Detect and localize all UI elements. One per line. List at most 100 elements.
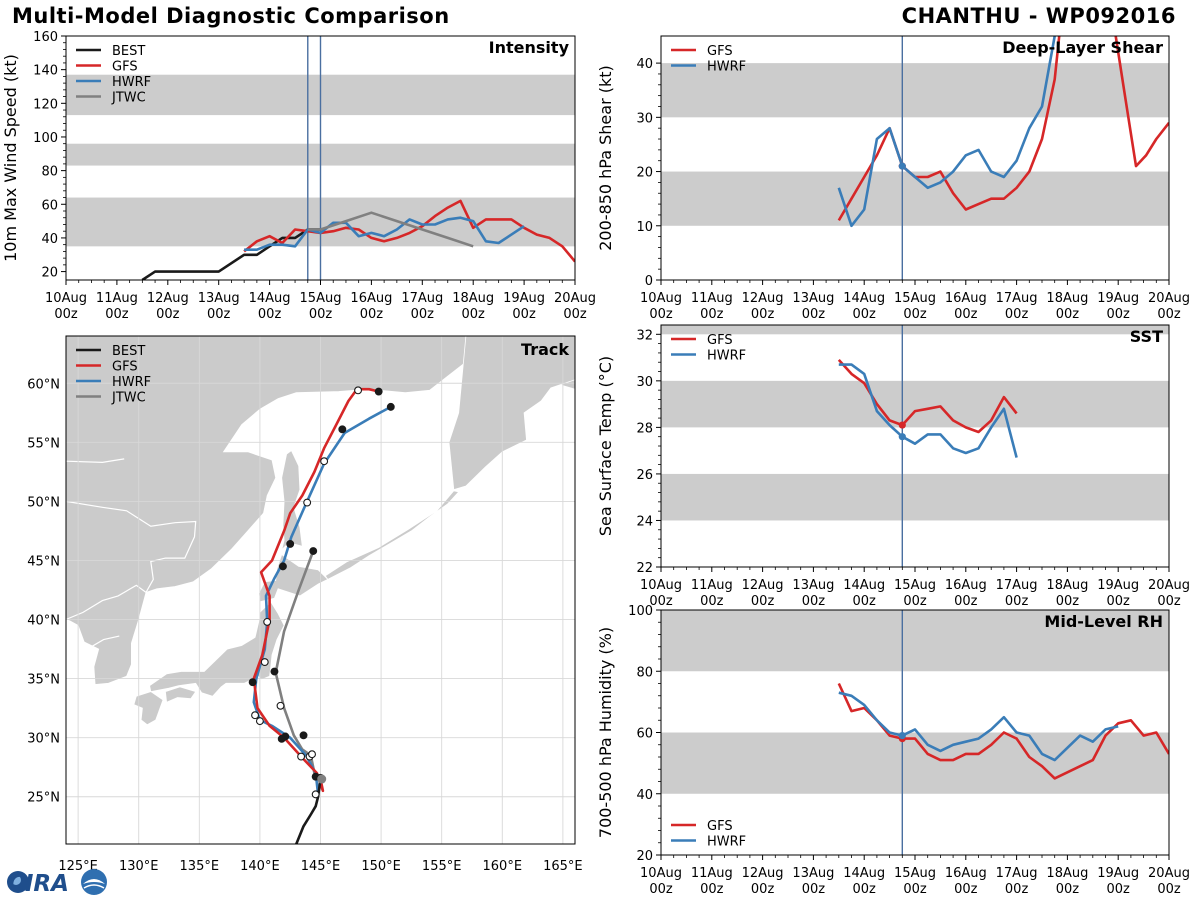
sst-legend-label-gfs: GFS [707,333,733,348]
sst-ylabel: Sea Surface Temp (°C) [596,356,615,536]
shear-xtick-day-label: 11Aug [691,291,733,306]
track-point-gfs [286,539,295,548]
cira-logo-text: CIRA [8,871,69,897]
intensity-legend-label-gfs: GFS [112,60,138,75]
shear-band-0 [661,171,1169,226]
track-point-hwrf [311,790,320,799]
sst-legend-label-hwrf: HWRF [707,349,746,364]
rh-xtick-day-label: 18Aug [1046,866,1088,881]
intensity-xtick-hour-label: 00z [258,307,282,322]
rh-init-marker-hwrf [898,731,906,740]
intensity-xtick-hour-label: 00z [563,307,587,322]
intensity-legend-label-best: BEST [112,44,145,59]
intensity-ytick-label: 20 [41,266,58,281]
intensity-series-best [141,228,321,280]
track-ytick-label: 25°N [27,791,60,806]
shear-ytick-label: 10 [636,220,653,235]
rh-xtick-hour-label: 00z [649,882,673,897]
rh-band-1 [661,610,1169,672]
track-current-position [317,774,327,784]
sst-ytick-label: 30 [636,375,653,390]
track-xtick-label: 165°E [543,859,583,874]
sst-xtick-hour-label: 00z [853,594,877,609]
shear-legend-label-gfs: GFS [707,44,733,59]
track-point-hwrf [386,402,395,411]
track-point-hwrf [255,717,264,726]
intensity-xtick-hour-label: 00z [462,307,486,322]
sst-xtick-day-label: 16Aug [945,578,987,593]
sst-band-0 [661,473,1169,521]
rh-ytick-label: 20 [636,849,653,864]
sst-xtick-day-label: 13Aug [792,578,834,593]
track-point-hwrf [374,387,383,396]
shear-panel: 01020304010Aug00z11Aug00z12Aug00z13Aug00… [596,35,1190,322]
track-point-jtwc [297,752,306,761]
rh-xtick-day-label: 19Aug [1097,866,1139,881]
intensity-title: Intensity [489,38,570,57]
shear-title: Deep-Layer Shear [1002,38,1163,57]
intensity-xtick-hour-label: 00z [207,307,231,322]
sst-xtick-hour-label: 00z [954,594,978,609]
track-ytick-label: 45°N [27,554,60,569]
shear-ytick-label: 40 [636,57,653,72]
sst-xtick-day-label: 19Aug [1097,578,1139,593]
shear-xtick-day-label: 18Aug [1046,291,1088,306]
track-series-jtwc [274,550,322,780]
rh-xtick-hour-label: 00z [1157,882,1181,897]
sst-xtick-day-label: 12Aug [742,578,784,593]
shear-xtick-hour-label: 00z [853,307,877,322]
track-legend-label-best: BEST [112,344,145,359]
intensity-xtick-hour-label: 00z [309,307,333,322]
intensity-series-jtwc [307,211,474,248]
sst-xtick-day-label: 17Aug [996,578,1038,593]
sst-xtick-hour-label: 00z [1005,594,1029,609]
sst-xtick-day-label: 15Aug [894,578,936,593]
intensity-xtick-day-label: 19Aug [503,291,545,306]
sst-xtick-hour-label: 00z [1157,594,1181,609]
rh-xtick-hour-label: 00z [802,882,826,897]
shear-xtick-day-label: 20Aug [1148,291,1190,306]
shear-xtick-hour-label: 00z [649,307,673,322]
track-point-gfs [251,711,260,720]
sst-xtick-hour-label: 00z [1056,594,1080,609]
track-border-korea [66,584,147,621]
sst-ytick-label: 22 [636,561,653,576]
track-point-jtwc [281,732,290,741]
sst-xtick-day-label: 18Aug [1046,578,1088,593]
track-point-gfs [248,678,257,687]
cira-logo: CIRA [7,869,107,897]
track-point-jtwc [270,667,279,676]
intensity-xtick-day-label: 17Aug [401,291,443,306]
shear-xtick-day-label: 10Aug [640,291,682,306]
sst-xtick-day-label: 10Aug [640,578,682,593]
track-ytick-label: 55°N [27,436,60,451]
sst-band-1 [661,380,1169,428]
rh-plot-area [661,610,1169,855]
intensity-xtick-hour-label: 00z [105,307,129,322]
sst-xtick-hour-label: 00z [700,594,724,609]
page-title: Multi-Model Diagnostic Comparison [12,4,450,28]
intensity-xtick-hour-label: 00z [512,307,536,322]
rh-xtick-day-label: 17Aug [996,866,1038,881]
track-land-kuril [324,490,460,580]
shear-xtick-day-label: 13Aug [792,291,834,306]
intensity-ytick-label: 140 [33,64,58,79]
shear-series-hwrf [837,36,1057,228]
intensity-ylabel: 10m Max Wind Speed (kt) [1,54,20,262]
intensity-xtick-day-label: 13Aug [198,291,240,306]
rh-xtick-hour-label: 00z [1107,882,1131,897]
intensity-xtick-day-label: 12Aug [147,291,189,306]
rh-panel: 2040608010010Aug00z11Aug00z12Aug00z13Aug… [596,604,1190,897]
intensity-xtick-day-label: 16Aug [350,291,392,306]
sst-ytick-label: 28 [636,421,653,436]
track-xtick-label: 125°E [58,859,98,874]
sst-band-2 [661,325,1169,335]
sst-xtick-hour-label: 00z [802,594,826,609]
rh-ytick-label: 100 [628,604,653,619]
sst-xtick-hour-label: 00z [1107,594,1131,609]
intensity-series-hwrf [244,216,525,251]
track-xtick-label: 145°E [301,859,341,874]
shear-ytick-label: 20 [636,166,653,181]
intensity-xtick-hour-label: 00z [360,307,384,322]
